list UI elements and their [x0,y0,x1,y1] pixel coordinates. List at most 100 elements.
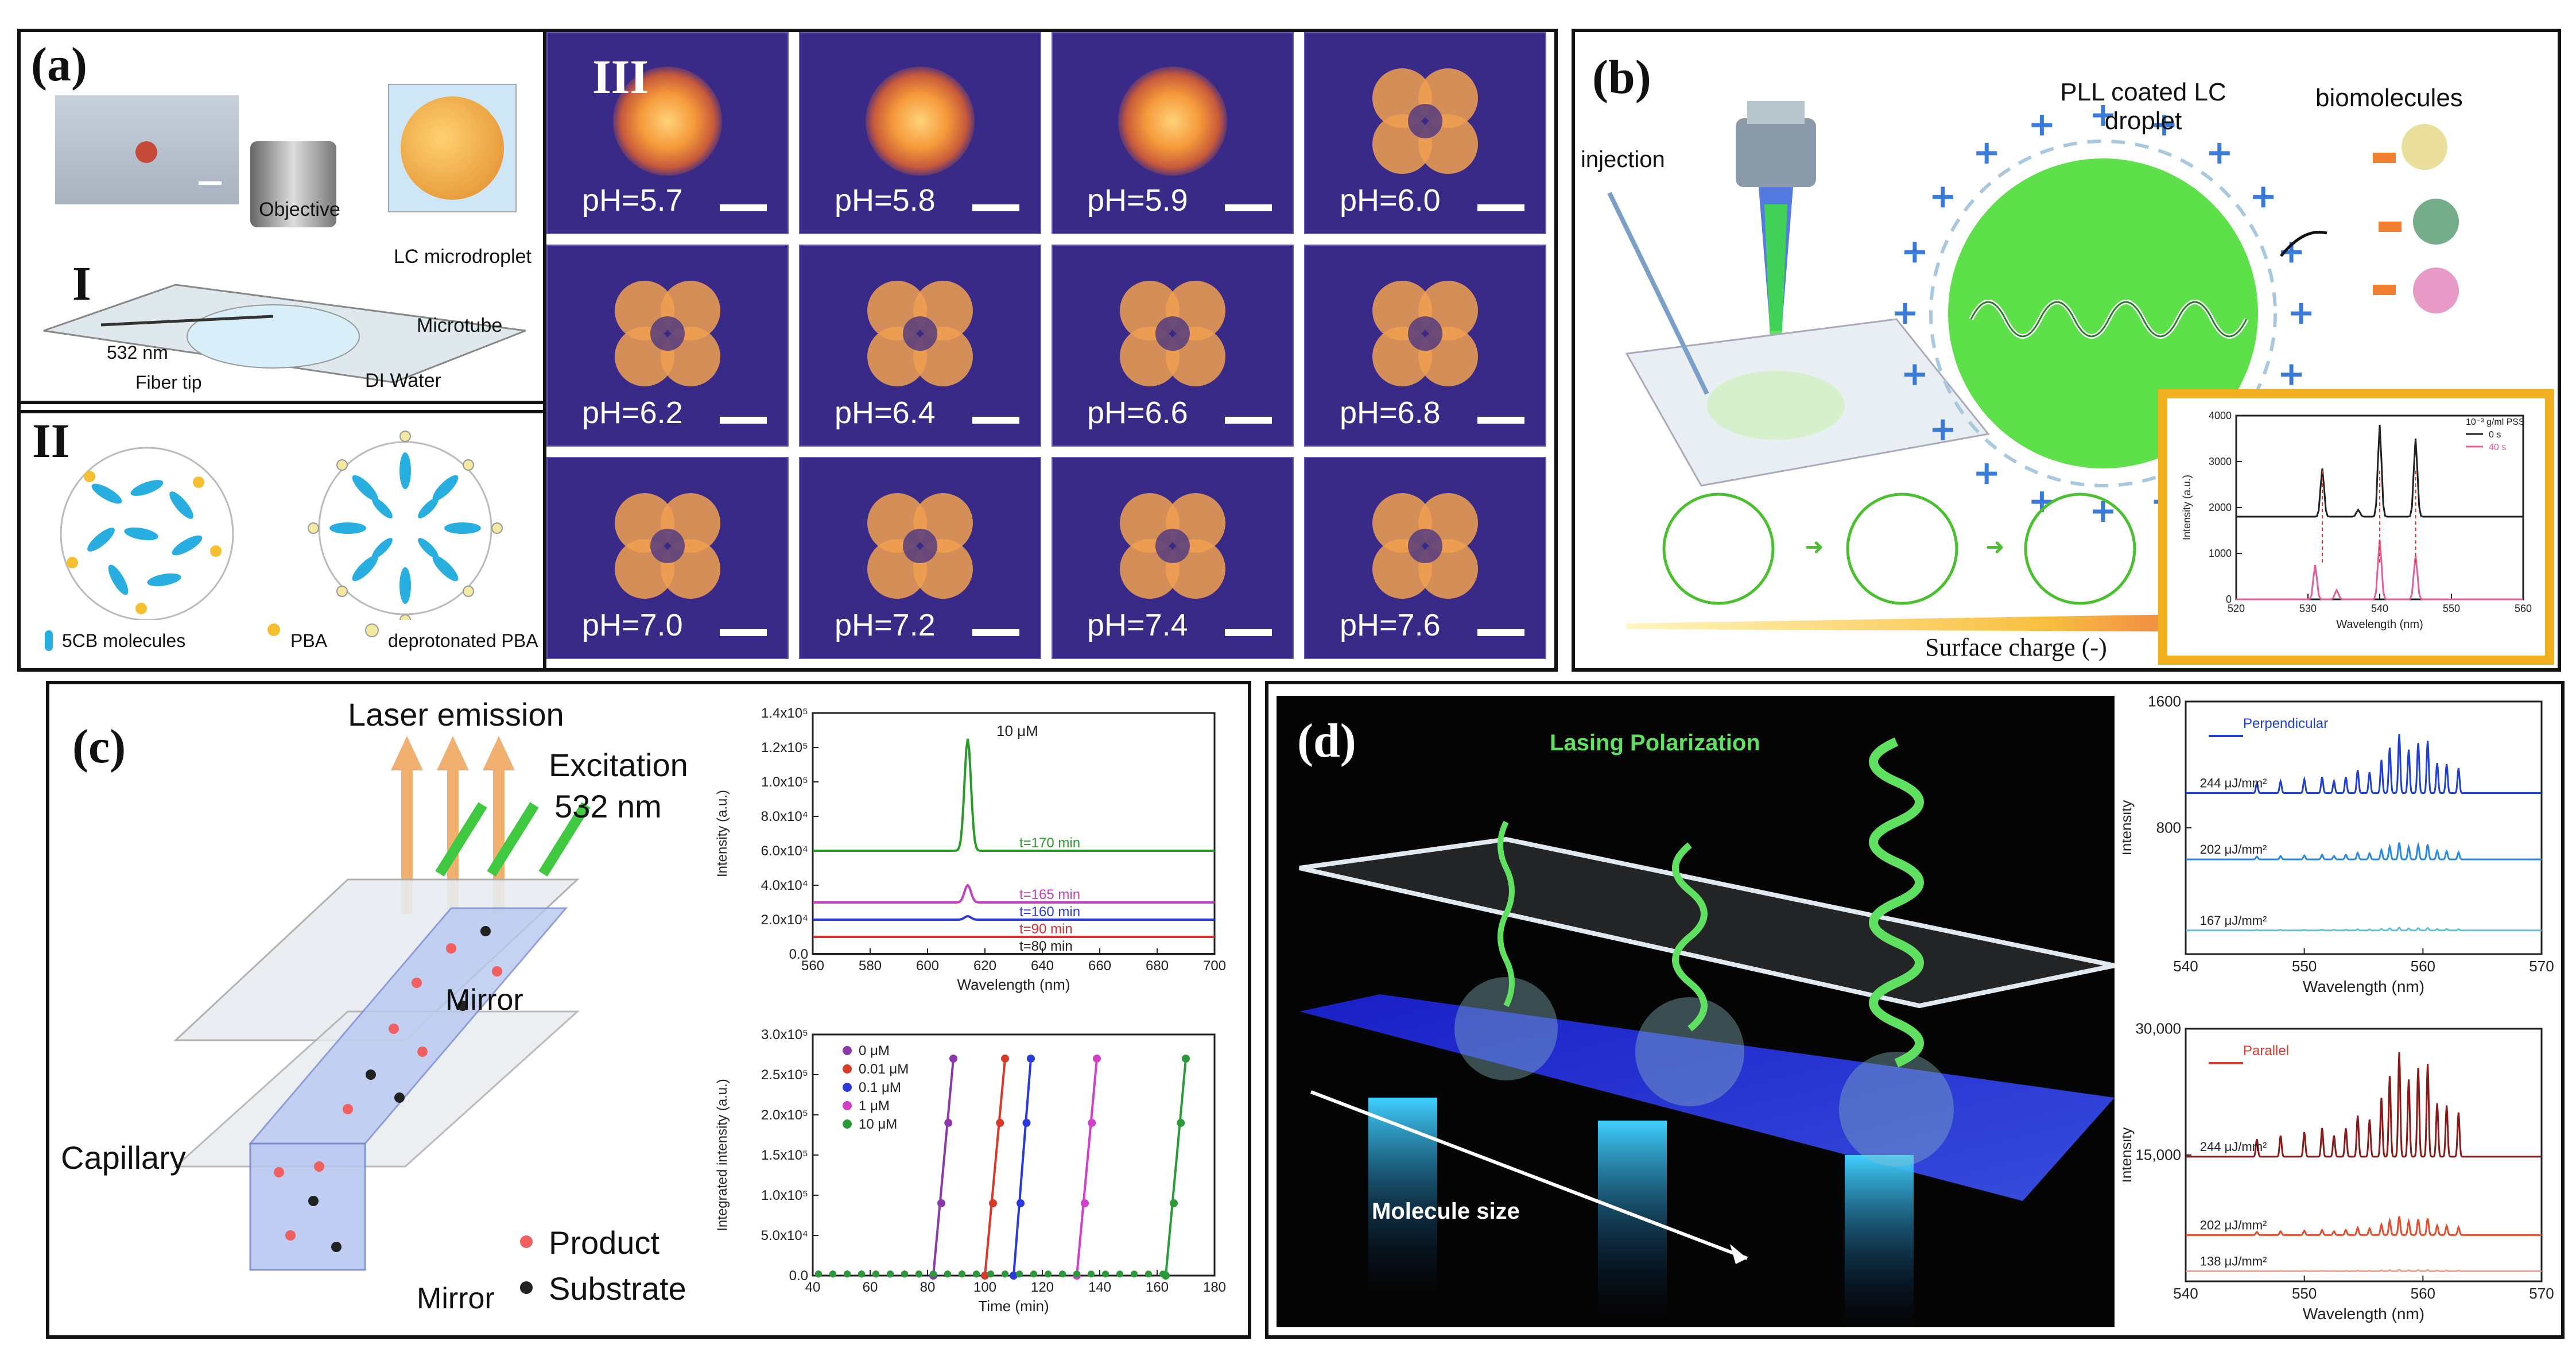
y-tick-label: 1.4x10⁵ [761,706,808,721]
legend-deprotonated-icon [365,623,379,637]
plot-frame [812,712,1216,955]
legend-marker [843,1101,852,1110]
data-point [1145,1270,1152,1278]
fit-line [932,1058,955,1276]
y-tick-label: 2.0x10⁴ [761,912,808,928]
data-point [959,1270,965,1278]
data-point [844,1270,851,1278]
ph-tile: pH=5.9 [1052,32,1294,234]
surface-charge-label: Surface charge (-) [1925,633,2107,661]
series-line [813,738,1215,852]
product-dot [520,1235,533,1248]
microtube-label: Microtube [417,315,503,336]
data-point [1022,1119,1031,1127]
panel-d: (d) Lasing Polarization Molecule size 54… [1265,681,2565,1339]
data-point [1016,1270,1023,1278]
molecule-size-label: Molecule size [1372,1199,1520,1224]
data-point [1059,1270,1066,1278]
plus-charge [2281,364,2302,385]
scale-bar [720,417,767,424]
droplet-blob [866,67,975,176]
series-label: t=165 min [1019,887,1080,902]
x-tick-label: 550 [2292,958,2317,975]
x-tick-label: 660 [1088,958,1111,974]
legend-entry: 1 μM [859,1098,890,1114]
droplet-blob [613,67,722,176]
ph-label: pH=5.7 [582,183,683,218]
x-tick-label: 180 [1203,1280,1226,1295]
data-point [1001,1055,1009,1063]
data-point [1116,1270,1123,1278]
data-point [989,1199,997,1207]
scale-bar [972,629,1019,636]
plus-charge [1904,242,1925,263]
ph-tile: pH=6.0 [1304,32,1546,234]
plus-charge [1932,419,1953,440]
x-axis-label: Wavelength (nm) [957,976,1070,993]
x-axis-label: Time (min) [978,1297,1049,1315]
x-tick-label: 580 [859,958,882,974]
y-axis-label: Intensity [2123,1127,2135,1183]
x-tick-label: 560 [2411,1285,2435,1302]
pll-droplet-label: PLL coated LC droplet [2060,78,2226,135]
cross-pattern [1372,493,1478,599]
d-bottom-chart: 540 550 560 570 15,000 30,000 Wavelength (nm) I… [2123,1020,2554,1323]
laser-532-label: 532 nm [107,342,168,363]
panel-b-label: (b) [1592,51,1651,104]
chart-title: Perpendicular [2243,716,2328,731]
roman-II: II [32,414,70,468]
x-tick-label: 160 [1146,1280,1169,1295]
cross-pattern [1120,281,1225,387]
series-line [2186,1269,2542,1272]
series-label: 138 μJ/mm² [2200,1254,2267,1268]
chart-title: 10 μM [996,722,1038,739]
scale-bar [1477,204,1524,211]
legend-5cb-icon [45,630,53,651]
scale-bar [1225,629,1272,636]
cross-pattern [867,281,973,387]
scale-bar [199,181,222,185]
ph-label: pH=6.8 [1340,396,1441,430]
series-label: 244 μJ/mm² [2200,776,2267,790]
data-point [872,1270,879,1278]
data-point [901,1270,908,1278]
legend-entry: 40 s [2489,443,2506,452]
objective-icon [250,141,336,227]
ph-tile: pH=6.4 [799,245,1041,447]
ph-tile: pH=7.2 [799,457,1041,659]
x-tick-label: 540 [2371,603,2388,614]
data-point [1131,1270,1138,1278]
fiber-tip-label: Fiber tip [135,372,202,393]
cross-pattern [1372,281,1478,387]
data-point [1088,1119,1096,1127]
legend-marker [843,1119,852,1129]
ph-label: pH=7.2 [835,608,936,642]
x-axis-label: Wavelength (nm) [2303,978,2424,995]
biomolecules-label: biomolecules [2315,84,2463,112]
series-label: t=80 min [1019,939,1073,954]
plus-charge [1976,142,1997,164]
series-label: t=160 min [1019,904,1080,920]
ph-tile: pH=5.7 [546,32,789,234]
y-axis-label: Intensity (a.u.) [2181,475,2193,540]
y-axis-label: Integrated intensity (a.u.) [715,1079,730,1231]
plus-charge [2093,501,2113,522]
panel-b-illustration: ➜ ➜ [1607,101,2459,632]
legend-deprotonated-pba: deprotonated PBA [388,630,538,651]
b-inset-chart: 520 530 540 550 560 0 1000 2000 3000 4000 Waveleng… [2181,410,2532,631]
x-tick-label: 550 [2292,1285,2317,1302]
ph-tile: pH=5.8 [799,32,1041,234]
x-tick-label: 560 [2515,603,2532,614]
plus-charge [1932,187,1953,208]
data-point [887,1270,894,1278]
substrate-dot [480,926,491,936]
data-point [1081,1199,1089,1207]
y-tick-label: 30,000 [2135,1020,2181,1037]
panel-d-label: (d) [1297,714,1356,768]
x-tick-label: 530 [2299,603,2317,614]
ph-label: pH=6.4 [835,396,936,430]
legend-entry: 0 μM [859,1043,890,1059]
x-tick-label: 140 [1088,1280,1111,1295]
fit-line [984,1058,1006,1276]
panel-a-subpanel-II [21,404,544,410]
